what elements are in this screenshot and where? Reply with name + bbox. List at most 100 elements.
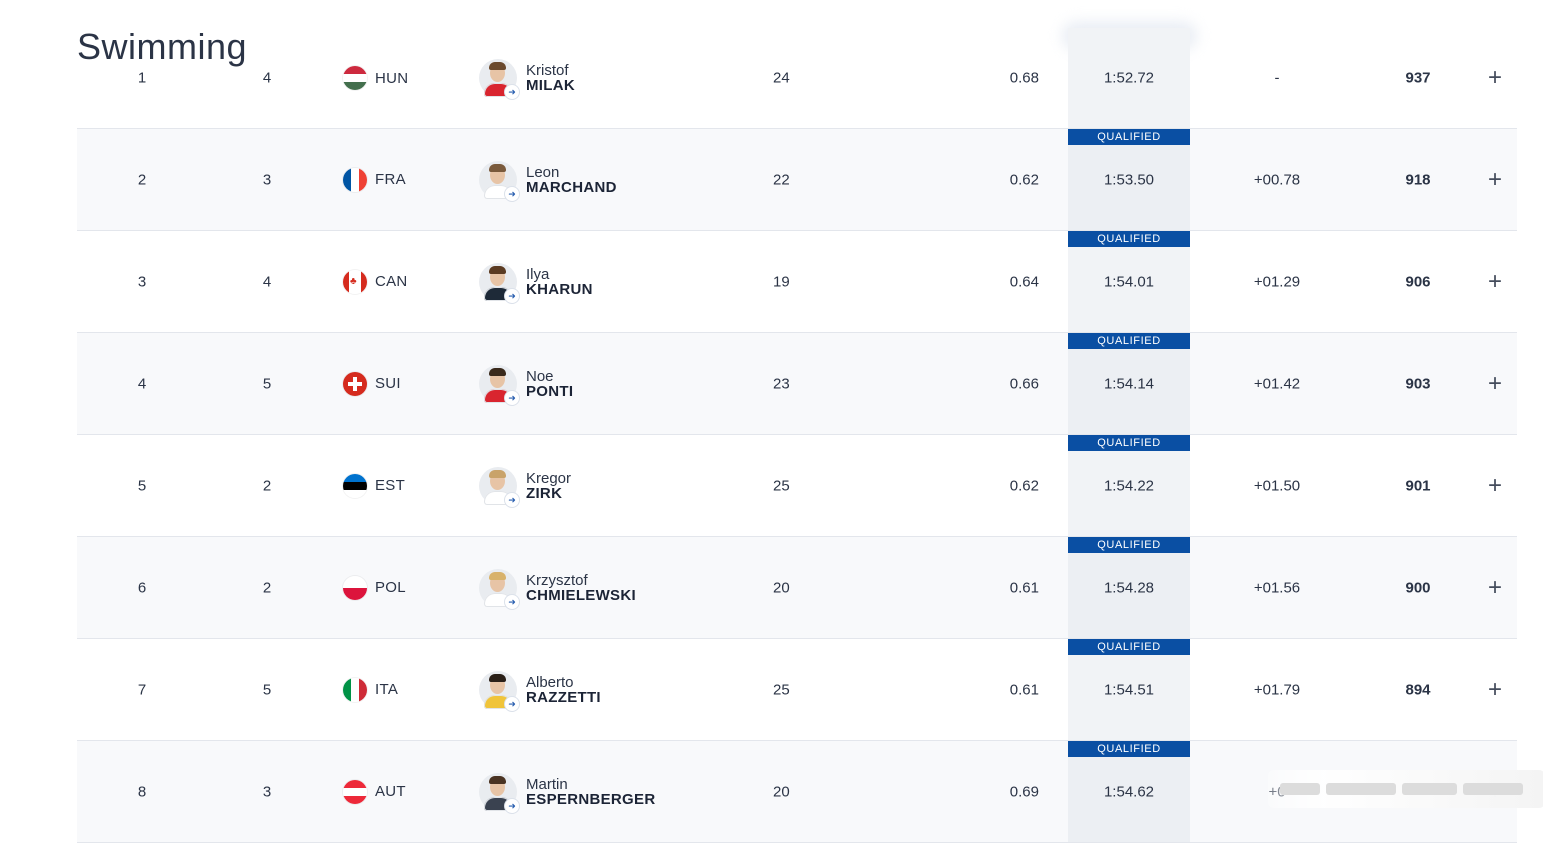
ita-flag-icon — [343, 677, 367, 702]
age: 20 — [773, 579, 790, 596]
time-column-bg — [1068, 741, 1190, 842]
race-time: 1:54.51 — [1103, 681, 1155, 698]
rank: 8 — [137, 783, 147, 800]
points: 900 — [1405, 579, 1431, 596]
athlete[interactable]: ➜ Kregor ZIRK — [479, 466, 572, 507]
rank: 4 — [137, 375, 147, 392]
rank: 6 — [137, 579, 147, 596]
reaction-time: 0.62 — [1009, 477, 1039, 494]
points: 918 — [1405, 171, 1431, 188]
athlete[interactable]: ➜ Kristof MILAK — [479, 59, 575, 99]
athlete-avatar[interactable]: ➜ — [479, 466, 519, 507]
noc-code: ITA — [375, 681, 399, 698]
athlete-avatar[interactable]: ➜ — [479, 568, 519, 609]
rank: 7 — [137, 681, 147, 698]
hun-flag-icon — [343, 66, 367, 90]
athlete[interactable]: ➜ Martin ESPERNBERGER — [479, 772, 656, 813]
reaction-time: 0.61 — [1009, 579, 1039, 596]
age: 23 — [773, 375, 790, 392]
plus-icon[interactable]: + — [1487, 64, 1502, 91]
race-time: 1:54.22 — [1103, 477, 1155, 494]
athlete[interactable]: ➜ Alberto RAZZETTI — [479, 670, 601, 711]
age: 24 — [773, 69, 790, 87]
athlete-first-name: Leon — [526, 163, 560, 181]
time-column-bg — [1068, 28, 1190, 128]
athlete-first-name: Ilya — [526, 265, 550, 283]
athlete-first-name: Kregor — [526, 469, 572, 487]
race-time: 1:54.14 — [1103, 375, 1155, 392]
race-time: 1:53.50 — [1103, 171, 1155, 188]
table-row[interactable]: 5 2 EST ➜ Kregor ZIRK 25 0.62 1:54.22 +0… — [77, 435, 1517, 537]
athlete-last-name: CHMIELEWSKI — [526, 586, 636, 604]
rank: 3 — [137, 273, 147, 290]
age: 25 — [773, 681, 790, 698]
est-flag-icon — [343, 473, 367, 498]
reaction-time: 0.66 — [1009, 375, 1039, 392]
table-row[interactable]: 6 2 POL ➜ Krzysztof CHMIELEWSKI 20 0.61 … — [77, 537, 1517, 639]
time-behind: +00.78 — [1253, 171, 1301, 188]
points: 937 — [1405, 69, 1431, 87]
time-behind: +01.50 — [1253, 477, 1301, 494]
athlete-first-name: Noe — [526, 367, 554, 385]
table-row[interactable]: 1 4 HUN ➜ Kristof MILAK 24 0.68 1:52.72 … — [77, 28, 1517, 129]
arrow-right-icon: ➜ — [505, 85, 519, 99]
country: SUI — [343, 371, 401, 396]
age: 22 — [773, 171, 790, 188]
time-behind: - — [1274, 69, 1280, 87]
results-table: 1 4 HUN ➜ Kristof MILAK 24 0.68 1:52.72 … — [77, 28, 1517, 843]
plus-icon[interactable]: + — [1487, 369, 1502, 397]
arrow-right-icon: ➜ — [505, 594, 519, 609]
qualified-badge: QUALIFIED — [1068, 231, 1190, 247]
table-row[interactable]: 3 4 ♣ CAN ➜ Ilya KHARUN 19 0.64 1:54.01 … — [77, 231, 1517, 333]
athlete-avatar[interactable]: ➜ — [479, 772, 519, 813]
table-row[interactable]: 2 3 FRA ➜ Leon MARCHAND 22 0.62 1:53.50 … — [77, 129, 1517, 231]
athlete[interactable]: ➜ Ilya KHARUN — [479, 262, 593, 303]
noc-code: EST — [375, 477, 406, 494]
qualified-badge: QUALIFIED — [1068, 129, 1190, 145]
plus-icon[interactable]: + — [1487, 675, 1502, 703]
qualified-badge: QUALIFIED — [1068, 639, 1190, 655]
time-behind: +01.42 — [1253, 375, 1301, 392]
athlete-avatar[interactable]: ➜ — [479, 59, 519, 99]
plus-icon[interactable]: + — [1487, 573, 1502, 601]
table-row[interactable]: 4 5 SUI ➜ Noe PONTI 23 0.66 1:54.14 +01.… — [77, 333, 1517, 435]
athlete-avatar[interactable]: ➜ — [479, 160, 519, 201]
athlete[interactable]: ➜ Krzysztof CHMIELEWSKI — [479, 568, 636, 609]
heat: 5 — [262, 375, 272, 392]
plus-icon[interactable]: + — [1487, 471, 1502, 499]
time-column-bg — [1068, 435, 1190, 536]
heat: 4 — [262, 69, 272, 87]
time-behind: +01.79 — [1253, 681, 1301, 698]
table-row[interactable]: 7 5 ITA ➜ Alberto RAZZETTI 25 0.61 1:54.… — [77, 639, 1517, 741]
rank: 2 — [137, 171, 147, 188]
time-column-bg — [1068, 231, 1190, 332]
athlete-last-name: ESPERNBERGER — [526, 790, 656, 808]
country: ITA — [343, 677, 399, 702]
sui-flag-icon — [343, 371, 367, 396]
heat: 3 — [262, 783, 272, 800]
athlete[interactable]: ➜ Leon MARCHAND — [479, 160, 617, 201]
reaction-time: 0.61 — [1009, 681, 1039, 698]
time-column-bg — [1068, 537, 1190, 638]
aut-flag-icon — [343, 779, 367, 804]
athlete-avatar[interactable]: ➜ — [479, 262, 519, 303]
rank: 1 — [137, 69, 147, 87]
athlete-last-name: PONTI — [526, 382, 574, 400]
athlete[interactable]: ➜ Noe PONTI — [479, 364, 574, 405]
noc-code: AUT — [375, 783, 406, 800]
athlete-avatar[interactable]: ➜ — [479, 670, 519, 711]
noc-code: POL — [375, 579, 406, 596]
reaction-time: 0.62 — [1009, 171, 1039, 188]
arrow-right-icon: ➜ — [505, 492, 519, 507]
points: 903 — [1405, 375, 1431, 392]
arrow-right-icon: ➜ — [505, 186, 519, 201]
reaction-time: 0.69 — [1009, 783, 1039, 800]
qualified-badge: QUALIFIED — [1068, 333, 1190, 349]
country: POL — [343, 575, 406, 600]
athlete-first-name: Kristof — [526, 62, 569, 79]
plus-icon[interactable]: + — [1487, 267, 1502, 295]
athlete-avatar[interactable]: ➜ — [479, 364, 519, 405]
race-time: 1:52.72 — [1103, 69, 1155, 87]
plus-icon[interactable]: + — [1487, 165, 1502, 193]
fra-flag-icon — [343, 167, 367, 192]
